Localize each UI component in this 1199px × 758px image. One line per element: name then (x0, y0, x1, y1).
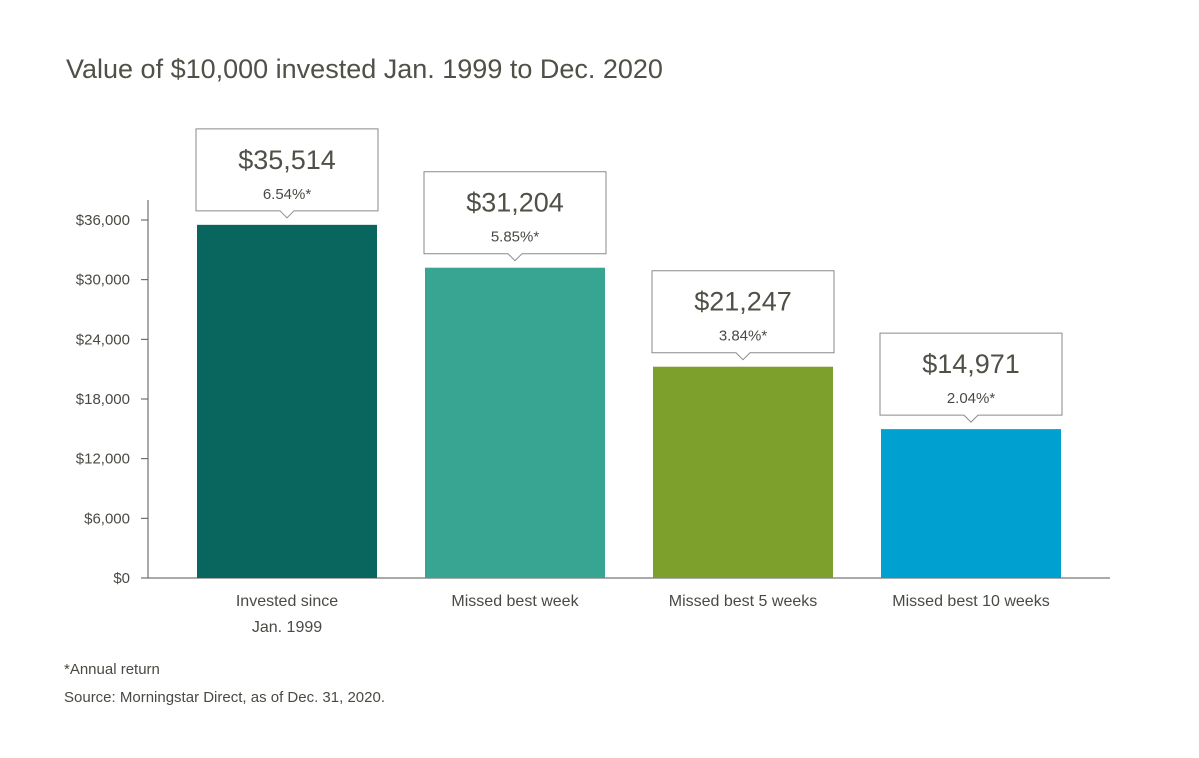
y-tick-label: $36,000 (76, 212, 130, 229)
x-axis-labels: Invested since Jan. 1999 Missed best week M… (236, 593, 1050, 636)
bars (197, 224, 1061, 578)
callout-box (195, 128, 379, 219)
x-tick-label: Missed best week (451, 593, 579, 610)
source-footnote: Source: Morningstar Direct, as of Dec. 3… (64, 689, 385, 706)
data-label-annual-return: 5.85%* (491, 229, 540, 246)
bar (881, 429, 1061, 578)
bar (653, 366, 833, 578)
callout-box (651, 270, 835, 361)
data-label-annual-return: 6.54%* (263, 186, 312, 203)
callout-box (879, 332, 1063, 423)
annual-return-footnote: *Annual return (64, 661, 160, 678)
x-tick-label: Missed best 10 weeks (892, 593, 1049, 610)
data-label-value: $31,204 (466, 188, 564, 218)
data-label-value: $21,247 (694, 287, 792, 317)
bar (197, 224, 377, 578)
bar (425, 267, 605, 578)
x-tick-label: Jan. 1999 (252, 619, 322, 636)
data-label-value: $35,514 (238, 145, 336, 175)
y-tick-label: $18,000 (76, 391, 130, 408)
x-tick-label: Invested since (236, 593, 338, 610)
y-tick-label: $12,000 (76, 451, 130, 468)
value-callouts: $35,514 6.54%* $31,204 5.85%* $21,247 3.84%* $… (195, 128, 1063, 423)
data-label-annual-return: 2.04%* (947, 390, 996, 407)
data-label-value: $14,971 (922, 349, 1020, 379)
data-label-annual-return: 3.84%* (719, 328, 768, 345)
y-tick-label: $24,000 (76, 331, 130, 348)
y-axis: $0 $6,000 $12,000 $18,000 $24,000 $30,000 $36,… (76, 200, 1110, 587)
x-tick-label: Missed best 5 weeks (669, 593, 818, 610)
y-tick-label: $6,000 (84, 510, 130, 527)
y-tick-label: $30,000 (76, 272, 130, 289)
callout-box (423, 171, 607, 262)
y-tick-label: $0 (113, 570, 130, 587)
chart-title: Value of $10,000 invested Jan. 1999 to D… (66, 54, 663, 84)
